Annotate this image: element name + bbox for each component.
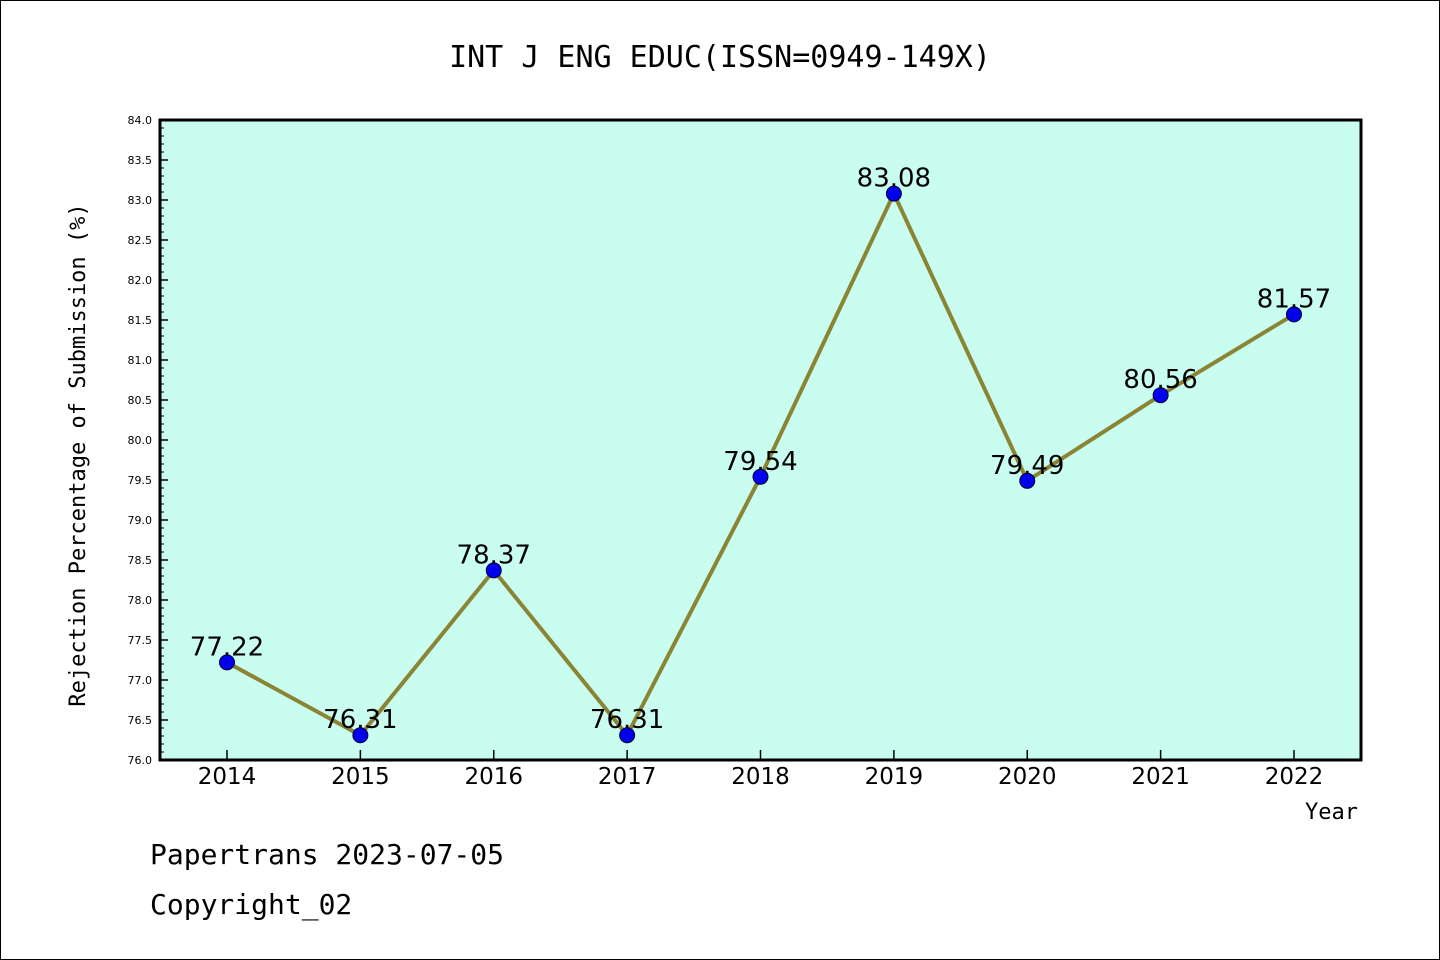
data-point: [1286, 306, 1302, 323]
y-tick-label: 76.5: [128, 714, 153, 727]
footer-copyright: Copyright_02: [150, 888, 352, 922]
y-tick-label: 83.5: [128, 154, 153, 167]
y-axis: 76.0 76.5 77.0 77.5 78.0 78.5 79.0 79.5 80.0 80.5…: [128, 114, 168, 767]
x-axis: 2014 2015 2016 2017 2018 2019 2020 2021 2022: [198, 750, 1324, 790]
y-tick-label: 84.0: [128, 114, 153, 127]
y-tick-label: 76.0: [128, 754, 153, 767]
data-point: [352, 727, 369, 744]
chart-title: INT J ENG EDUC(ISSN=0949-149X): [449, 40, 991, 75]
data-point: [485, 562, 502, 579]
data-label: 78.37: [457, 540, 531, 570]
y-tick-label: 77.5: [128, 634, 153, 647]
y-tick-label: 79.5: [128, 474, 153, 487]
y-tick-label: 77.0: [128, 674, 153, 687]
x-tick-label: 2021: [1131, 764, 1190, 790]
y-tick-label: 82.5: [128, 234, 153, 247]
data-point: [1152, 387, 1169, 404]
y-axis-label: Rejection Percentage of Submission (%): [66, 203, 91, 706]
y-tick-label: 83.0: [128, 194, 153, 207]
data-label: 79.49: [990, 451, 1064, 481]
y-tick-label: 78.5: [128, 554, 153, 567]
y-tick-label: 79.0: [128, 514, 153, 527]
plot-area: [158, 118, 1363, 762]
data-point: [619, 727, 636, 744]
data-label: 83.08: [857, 164, 931, 194]
data-label: 80.56: [1123, 365, 1197, 395]
data-point: [752, 468, 769, 485]
data-label: 79.54: [723, 447, 797, 477]
y-tick-label: 81.5: [128, 314, 153, 327]
x-tick-label: 2019: [865, 764, 924, 790]
x-axis-label: Year: [1305, 800, 1358, 825]
y-tick-label: 78.0: [128, 594, 153, 607]
data-label: 77.22: [190, 632, 264, 662]
x-tick-label: 2020: [998, 764, 1057, 790]
data-label: 81.57: [1257, 284, 1331, 314]
x-tick-label: 2015: [331, 764, 390, 790]
y-tick-label: 82.0: [128, 274, 153, 287]
data-point: [885, 185, 902, 202]
data-labels: 77.22 76.31 78.37 76.31 79.54 83.08 79.49 80.56…: [190, 164, 1331, 736]
data-label: 76.31: [323, 705, 397, 735]
data-points: [219, 185, 1302, 744]
x-tick-label: 2022: [1265, 764, 1324, 790]
data-point: [219, 654, 235, 671]
x-tick-label: 2014: [198, 764, 257, 790]
x-tick-label: 2016: [464, 764, 523, 790]
data-label: 76.31: [590, 705, 664, 735]
x-tick-label: 2018: [731, 764, 790, 790]
x-tick-label: 2017: [598, 764, 657, 790]
y-tick-label: 80.5: [128, 394, 153, 407]
data-point: [1019, 472, 1036, 489]
y-tick-label: 81.0: [128, 354, 153, 367]
footer-date: Papertrans 2023-07-05: [150, 838, 504, 871]
y-tick-label: 80.0: [128, 434, 153, 447]
